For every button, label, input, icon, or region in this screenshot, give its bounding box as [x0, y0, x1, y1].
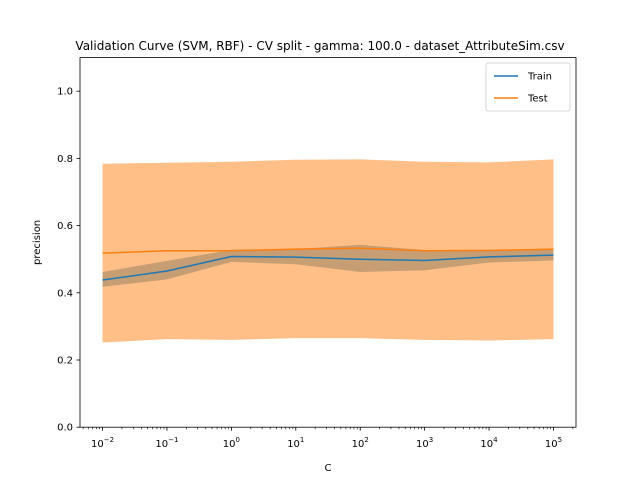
legend-box [485, 62, 571, 112]
x-tick-label: 103 [416, 436, 433, 450]
x-tick-label: 10−1 [155, 436, 178, 450]
x-tick-label: 10−2 [91, 436, 114, 450]
y-tick-label: 0.2 [57, 356, 73, 367]
chart-title: Validation Curve (SVM, RBF) - CV split -… [75, 39, 564, 53]
y-tick-label: 0.4 [57, 288, 73, 299]
y-tick-label: 1.0 [57, 87, 73, 98]
x-tick-label: 102 [352, 436, 369, 450]
y-tick-label: 0.0 [57, 423, 73, 434]
x-tick-label: 104 [480, 436, 498, 450]
legend-label-train: Train [527, 72, 552, 83]
line-train [102, 254, 554, 281]
y-axis-ticks: 0.0 0.2 0.4 0.6 0.8 1.0 [57, 87, 80, 434]
legend-label-test: Test [527, 94, 548, 105]
series-lines [102, 247, 554, 281]
x-tick-label: 101 [287, 436, 304, 450]
y-tick-label: 0.6 [57, 221, 73, 232]
confidence-bands [102, 159, 554, 343]
plot-area-frame [79, 57, 577, 428]
y-axis-label: precision [32, 220, 43, 265]
x-tick-label: 105 [545, 436, 562, 450]
x-axis-ticks: 10−2 10−1 100 101 102 103 104 105 [82, 427, 574, 450]
x-tick-label: 100 [223, 436, 240, 450]
x-axis-label: C [325, 463, 332, 474]
y-tick-label: 0.8 [57, 154, 73, 165]
band-test [102, 159, 554, 343]
line-test [102, 247, 554, 254]
chart-legend: Train Test [485, 62, 571, 112]
